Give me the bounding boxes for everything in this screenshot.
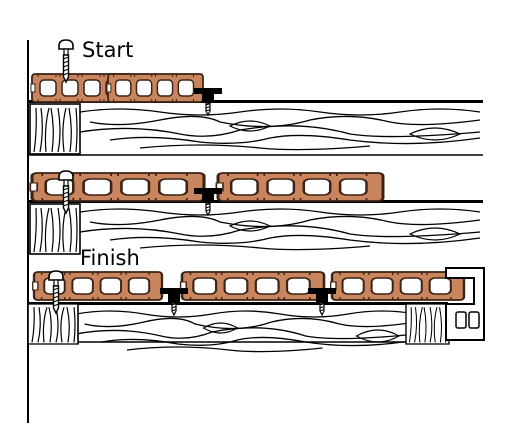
- joist-side-grain: [79, 208, 481, 251]
- deck-board: [214, 171, 385, 203]
- deck-board: [28, 171, 206, 203]
- joist-end-grain: [29, 103, 81, 155]
- end-trim-icon: [445, 267, 485, 341]
- step-1-start: [27, 39, 483, 428]
- start-label: Start: [82, 38, 134, 62]
- joist-side-grain: [79, 108, 481, 151]
- deck-board: [179, 270, 326, 302]
- t-clip-icon: [307, 287, 337, 316]
- deck-board: [329, 270, 466, 302]
- deck-board-right: [106, 73, 204, 103]
- joist-side-grain: [75, 310, 417, 353]
- t-clip-icon: [159, 287, 189, 316]
- joist-top-line: [28, 100, 483, 103]
- joist-end-grain: [405, 303, 450, 345]
- finish-label: Finish: [80, 246, 140, 270]
- joist-end-grain: [27, 303, 79, 345]
- joist-end-grain: [29, 203, 81, 255]
- step-3-finish: [27, 267, 485, 353]
- step-2-clip-second-board: [28, 170, 483, 255]
